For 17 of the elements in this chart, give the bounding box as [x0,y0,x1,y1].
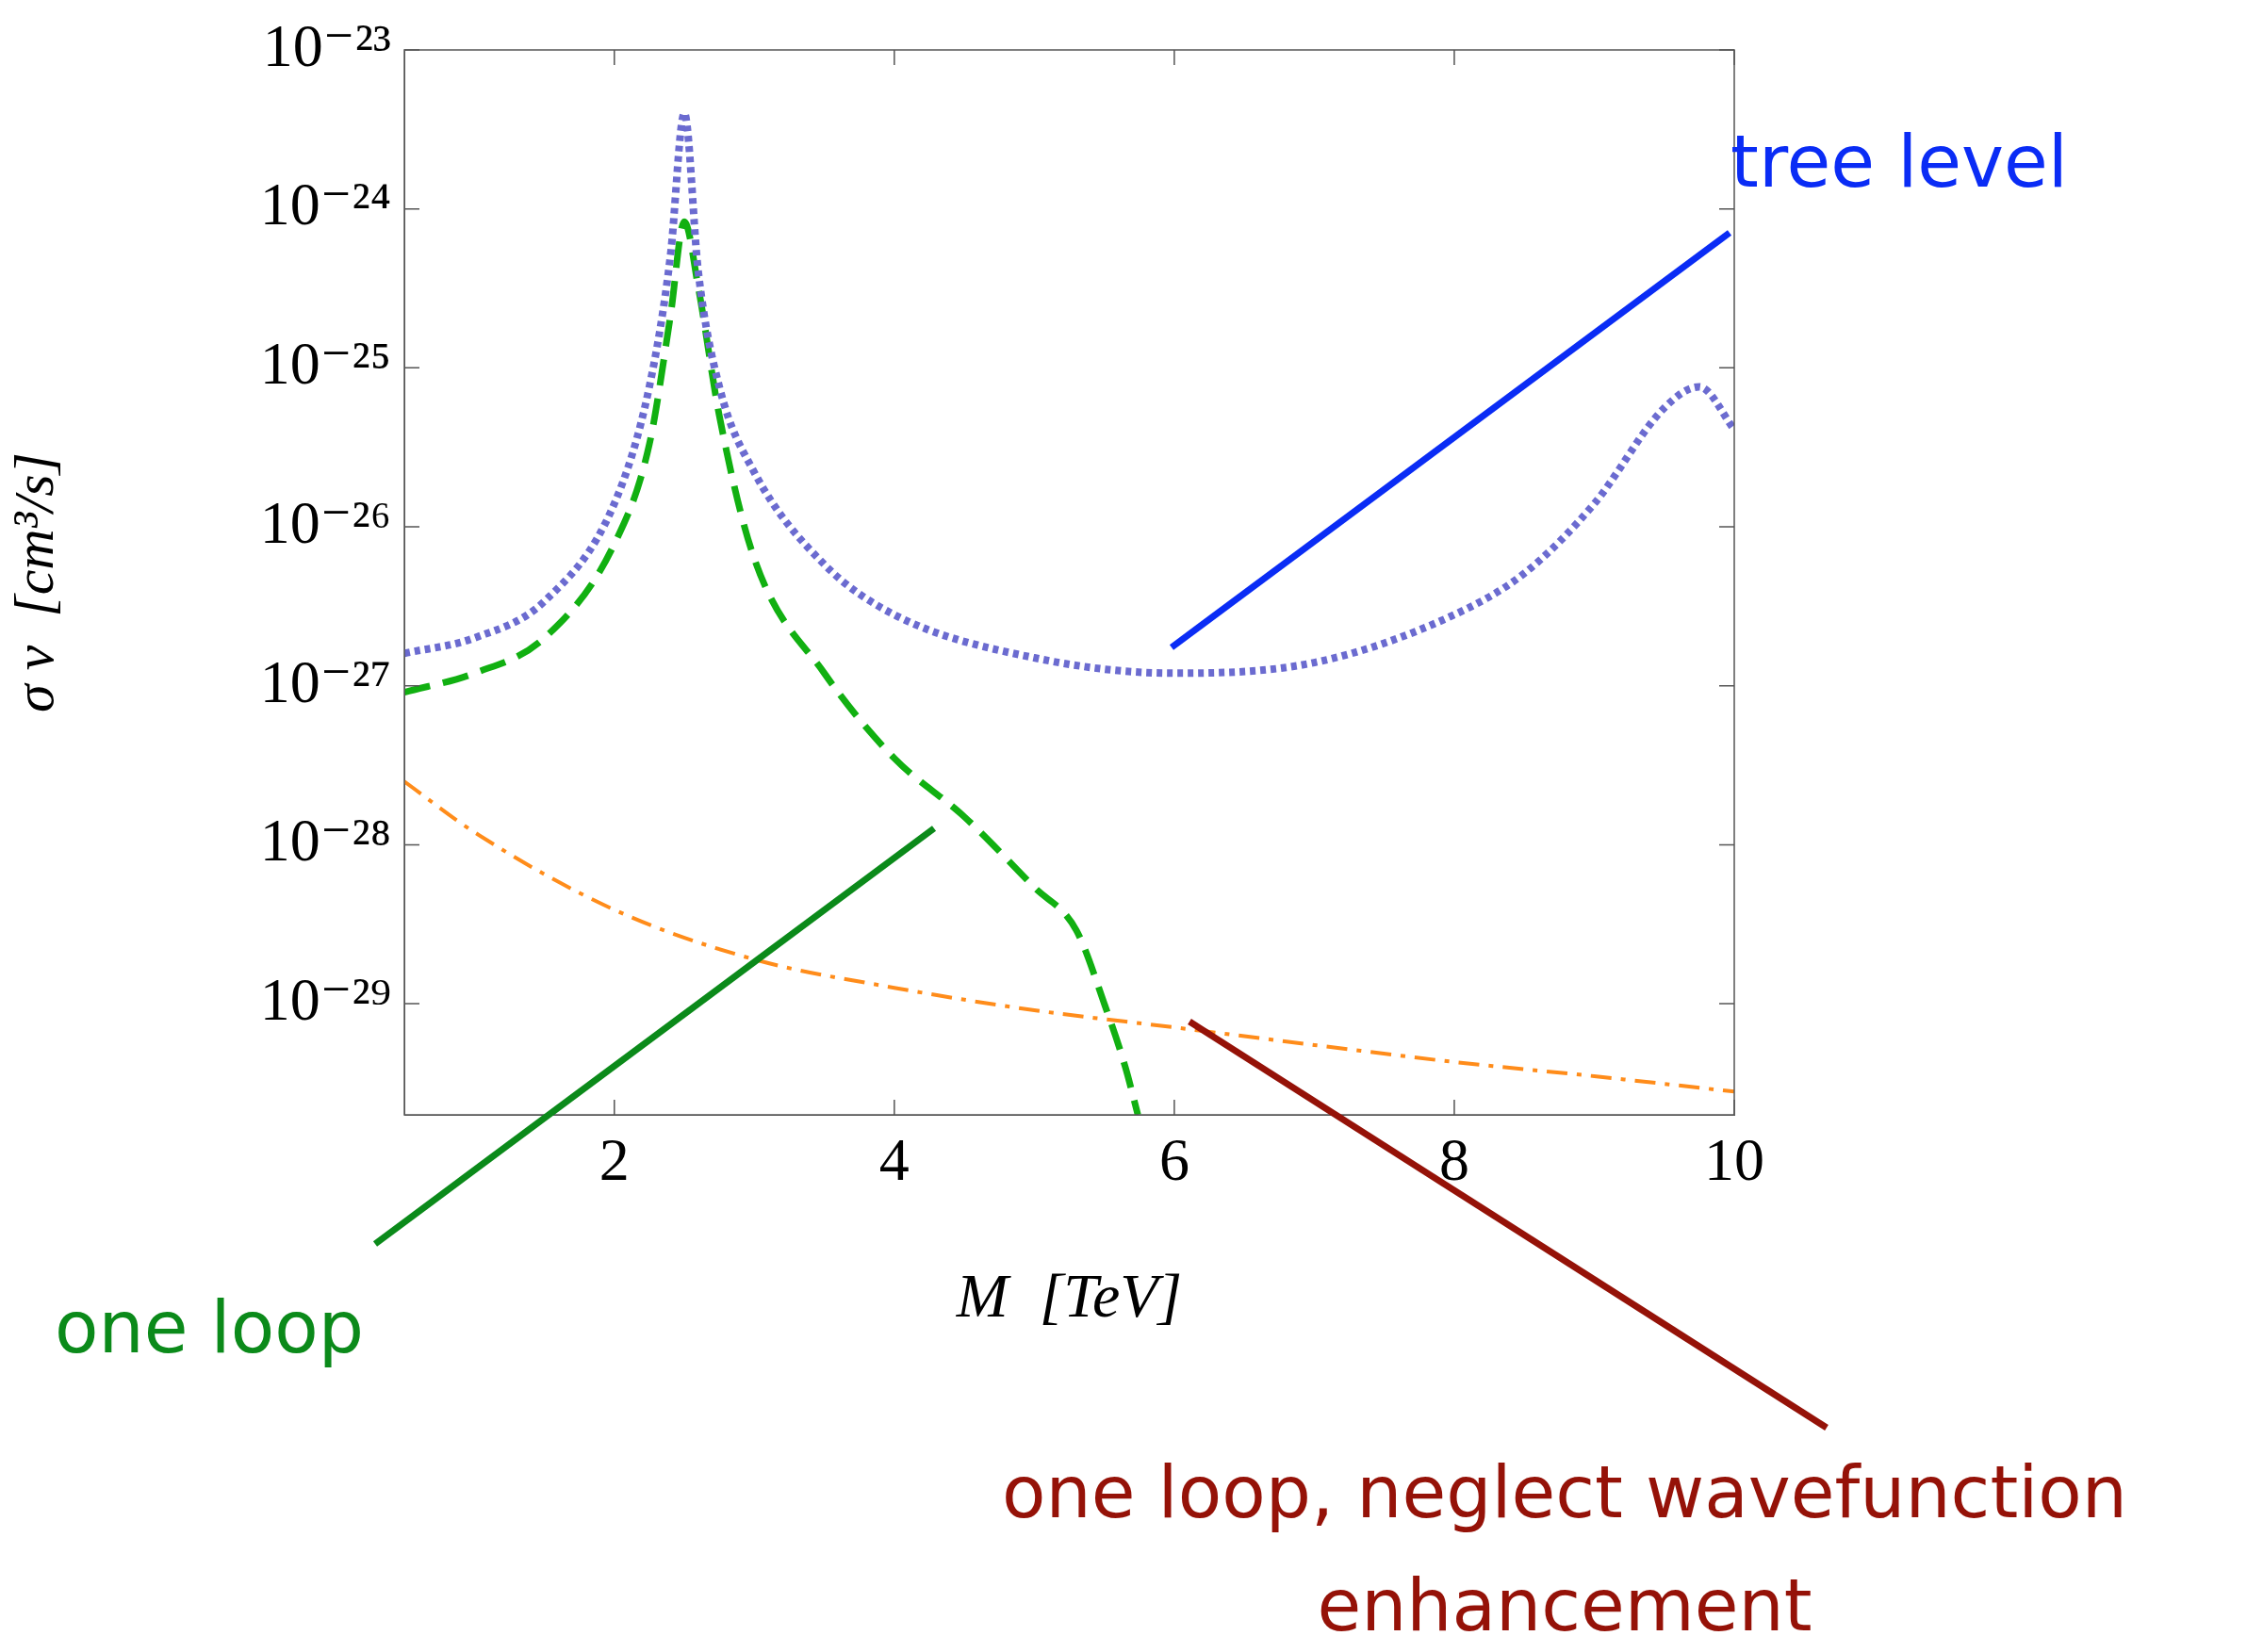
x-axis-title: M [TeV] [955,1260,1183,1330]
x-tick-label: 6 [1158,1126,1189,1194]
y-tick-label: 10⁻²⁶ [259,488,391,556]
text: one loop [55,1284,364,1369]
y-tick-label: 10⁻²³ [262,11,391,79]
y-tick-label: 10⁻²⁴ [259,171,391,238]
y-tick-label: 10⁻²⁸ [259,807,391,875]
y-axis-title: σ v [cm³/s] [2,452,65,712]
y-tick-label: 10⁻²⁵ [259,330,391,398]
x-tick-label: 4 [878,1126,910,1194]
y-tick-label: 10⁻²⁹ [259,965,391,1033]
text: one loop, neglect wavefunction enhancement [1002,1449,2127,1647]
x-tick-label: 8 [1438,1126,1469,1194]
x-tick-label: 2 [599,1126,630,1194]
x-tick-label: 10 [1704,1126,1764,1194]
annotation: tree level [1730,119,2068,204]
y-tick-label: 10⁻²⁷ [259,647,391,715]
